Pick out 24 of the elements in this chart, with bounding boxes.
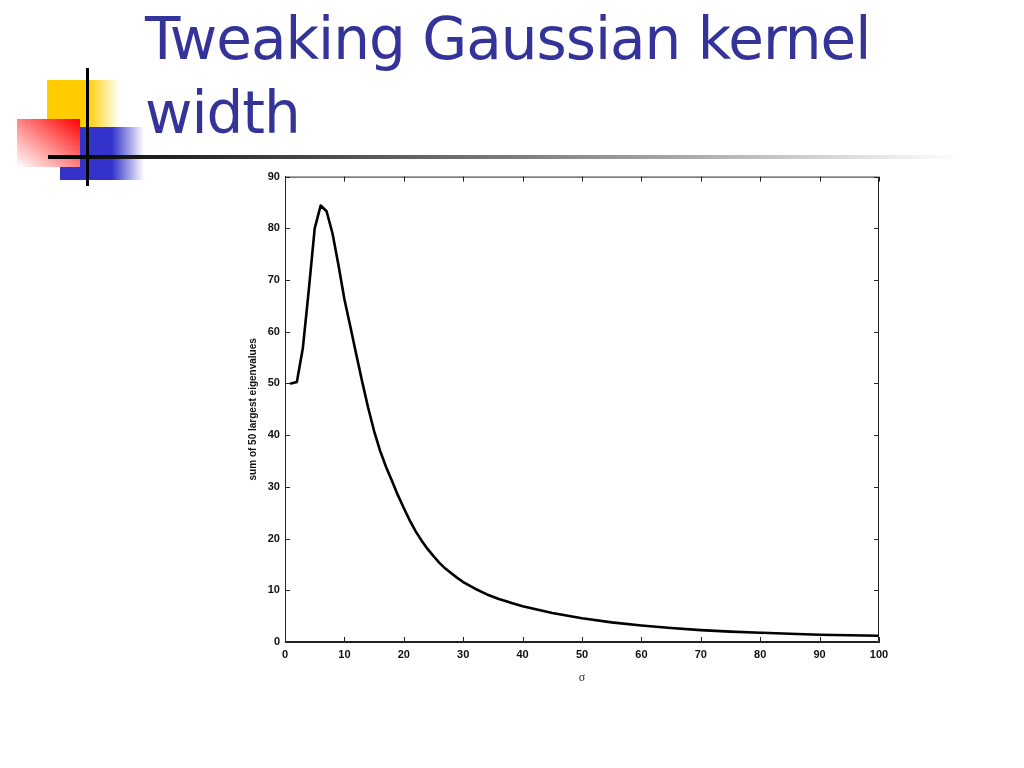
y-axis-title: sum of 50 largest eigenvalues (246, 337, 258, 481)
chart-title: Tweaking Gaussian kernel width (145, 4, 872, 149)
x-tick-label: 70 (694, 647, 707, 660)
x-tick-label: 90 (813, 647, 826, 660)
y-tick-label: 50 (267, 376, 280, 389)
x-tick-label: 50 (575, 647, 589, 660)
x-tick-label: 100 (869, 647, 889, 660)
y-tick-label: 0 (273, 635, 280, 648)
y-tick-label: 20 (267, 531, 280, 544)
x-tick-label: 40 (516, 647, 529, 660)
y-tick-label: 30 (267, 479, 280, 492)
y-tick-label: 70 (267, 273, 280, 286)
x-tick-label: 30 (457, 647, 470, 660)
x-tick-label: 80 (754, 647, 767, 660)
y-tick-label: 90 (267, 169, 280, 182)
y-tick-label: 10 (267, 583, 280, 596)
x-tick-label: 20 (397, 647, 410, 660)
x-tick-label: 0 (281, 647, 289, 660)
x-tick-label: 10 (338, 647, 351, 660)
y-tick-label: 40 (267, 428, 280, 441)
x-tick-label: 60 (635, 647, 648, 660)
y-tick-label: 80 (267, 221, 280, 234)
x-axis-title: σ (578, 669, 586, 684)
y-tick-label: 60 (267, 324, 280, 337)
